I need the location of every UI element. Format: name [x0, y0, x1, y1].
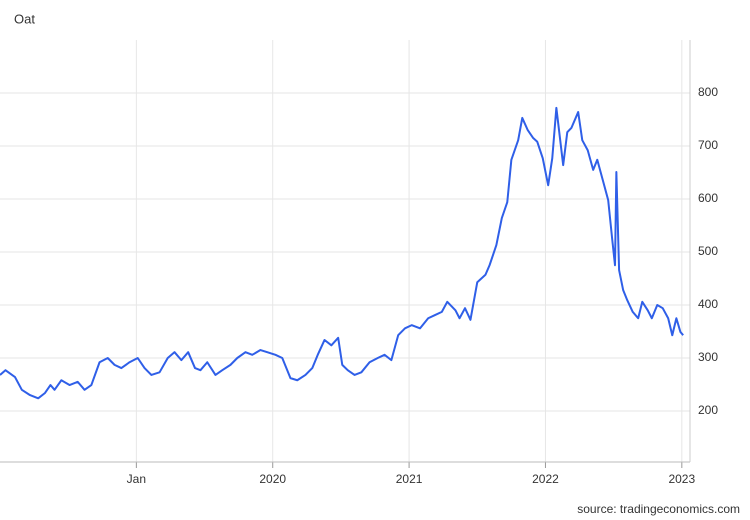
y-tick-label: 600	[698, 191, 718, 205]
chart-title: Oat	[14, 11, 35, 26]
y-tick-label: 300	[698, 350, 718, 364]
price-line	[0, 106, 684, 400]
source-note: source: tradingeconomics.com	[577, 502, 740, 516]
x-tick-label: Jan	[127, 472, 146, 486]
x-tick-label: 2020	[259, 472, 286, 486]
x-tick-label: 2022	[532, 472, 559, 486]
y-tick-label: 200	[698, 403, 718, 417]
y-tick-label: 500	[698, 244, 718, 258]
x-tick-label: 2023	[668, 472, 695, 486]
y-tick-label: 700	[698, 138, 718, 152]
x-tick-label: 2021	[396, 472, 423, 486]
y-tick-label: 800	[698, 85, 718, 99]
y-tick-label: 400	[698, 297, 718, 311]
